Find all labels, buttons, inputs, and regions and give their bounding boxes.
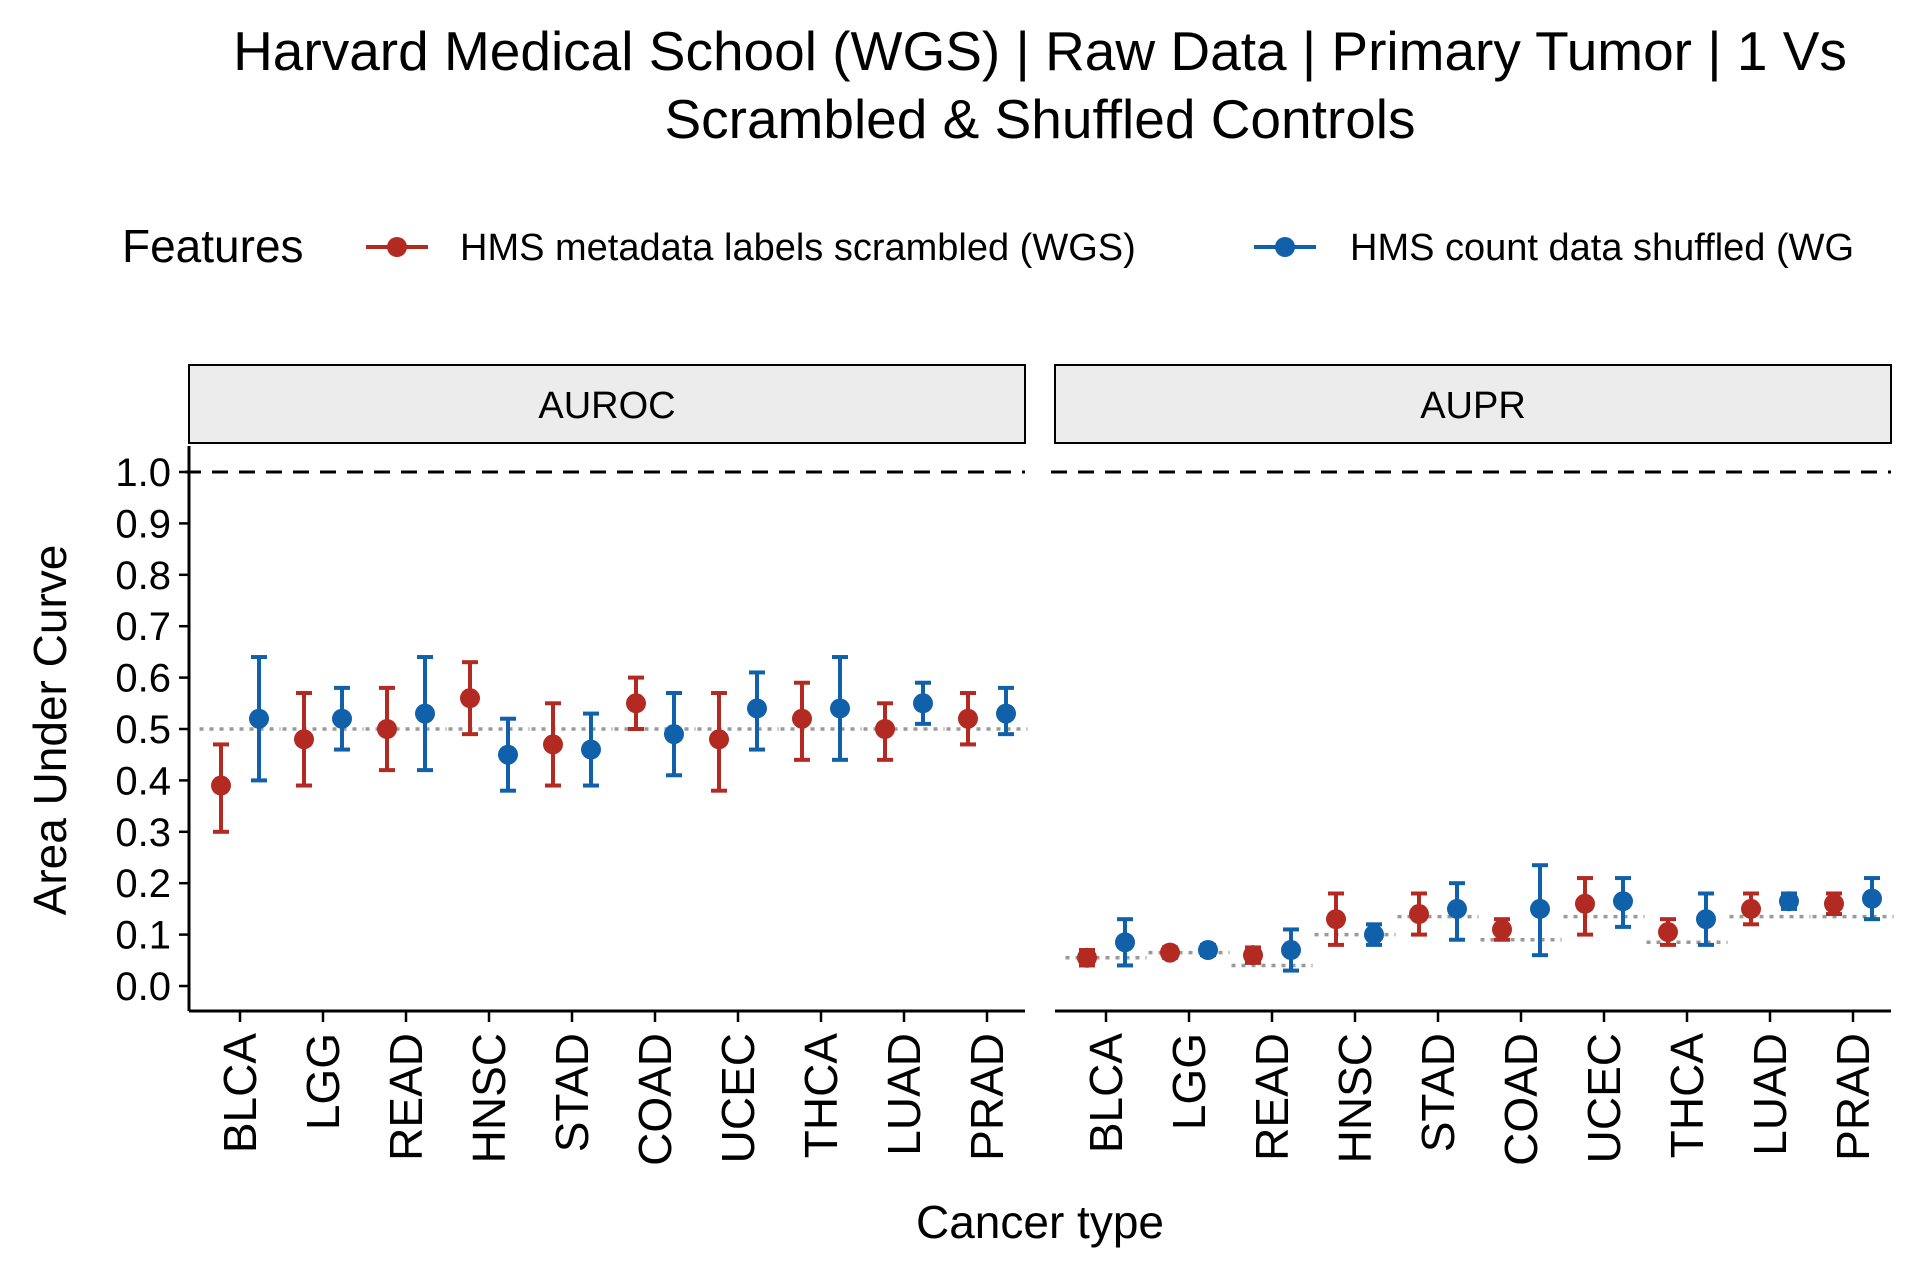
x-tick-label: THCA bbox=[1661, 1033, 1713, 1159]
data-point bbox=[294, 729, 314, 750]
legend-label-shuffled: HMS count data shuffled (WG bbox=[1350, 227, 1854, 269]
facet-strip-aupr-label: AUPR bbox=[1420, 385, 1526, 427]
data-point bbox=[1198, 940, 1218, 961]
data-point bbox=[792, 708, 812, 729]
data-point bbox=[1447, 898, 1467, 919]
x-tick-label: UCEC bbox=[1578, 1033, 1630, 1163]
data-point bbox=[875, 719, 895, 739]
legend-key-point-shuffled bbox=[1275, 237, 1295, 257]
y-tick-label: 0.5 bbox=[115, 708, 171, 752]
data-point bbox=[415, 703, 435, 724]
data-point bbox=[1326, 909, 1346, 930]
y-axis: 0.0 0.1 0.2 0.3 0.4 0.5 0.6 0.7 0.8 0.9 1.0 bbox=[115, 451, 189, 1009]
data-point bbox=[498, 744, 518, 765]
x-tick-label: READ bbox=[380, 1033, 432, 1161]
data-point bbox=[1243, 945, 1263, 966]
data-point bbox=[1409, 904, 1429, 925]
x-axis-title: Cancer type bbox=[916, 1196, 1164, 1248]
x-tick-label: PRAD bbox=[1827, 1033, 1879, 1161]
x-tick-label: PRAD bbox=[961, 1033, 1013, 1161]
facet-strip-auroc-label: AUROC bbox=[538, 385, 675, 427]
data-point bbox=[1492, 919, 1512, 940]
data-point bbox=[1160, 942, 1180, 963]
data-point bbox=[249, 708, 269, 729]
x-tick-label: LUAD bbox=[1744, 1033, 1796, 1156]
data-point bbox=[1575, 893, 1595, 914]
x-tick-label: THCA bbox=[795, 1033, 847, 1159]
data-point bbox=[1658, 922, 1678, 943]
panel-auroc: BLCA LGG READ HNSC STAD COAD UCEC THCA LUAD PRAD bbox=[185, 446, 1028, 1166]
data-point bbox=[1077, 947, 1097, 968]
y-tick-label: 0.8 bbox=[115, 554, 171, 598]
data-point bbox=[1281, 940, 1301, 961]
data-point bbox=[664, 724, 684, 745]
x-tick-label: LUAD bbox=[878, 1033, 930, 1156]
facet-strip-aupr: AUPR bbox=[1054, 364, 1892, 444]
data-point bbox=[958, 708, 978, 729]
y-tick-label: 0.0 bbox=[115, 965, 171, 1009]
legend-title: Features bbox=[122, 220, 304, 272]
data-point bbox=[581, 739, 601, 760]
legend-label-scrambled: HMS metadata labels scrambled (WGS) bbox=[460, 227, 1136, 269]
data-point bbox=[913, 693, 933, 714]
data-point bbox=[543, 734, 563, 755]
data-point bbox=[1862, 888, 1882, 909]
x-tick-label: COAD bbox=[1495, 1033, 1547, 1166]
x-tick-label: UCEC bbox=[712, 1033, 764, 1163]
data-point bbox=[1364, 924, 1384, 945]
y-tick-label: 1.0 bbox=[115, 451, 171, 495]
data-point bbox=[1824, 893, 1844, 914]
data-point bbox=[1613, 891, 1633, 912]
data-point bbox=[747, 698, 767, 719]
x-tick-label: BLCA bbox=[214, 1033, 266, 1153]
x-tick-label: HNSC bbox=[463, 1033, 515, 1163]
data-point bbox=[332, 708, 352, 729]
x-tick-label: BLCA bbox=[1080, 1033, 1132, 1153]
data-point bbox=[709, 729, 729, 750]
data-point bbox=[1696, 909, 1716, 930]
y-axis-title: Area Under Curve bbox=[24, 545, 76, 916]
x-tick-label: STAD bbox=[1412, 1033, 1464, 1152]
x-tick-label: LGG bbox=[1163, 1033, 1215, 1130]
x-tick-label: COAD bbox=[629, 1033, 681, 1166]
x-tick-label: READ bbox=[1246, 1033, 1298, 1161]
chart-title-line1: Harvard Medical School (WGS) | Raw Data … bbox=[233, 20, 1847, 82]
y-tick-label: 0.3 bbox=[115, 811, 171, 855]
y-tick-label: 0.4 bbox=[115, 759, 171, 803]
y-tick-label: 0.1 bbox=[115, 914, 171, 958]
data-point bbox=[211, 775, 231, 796]
data-point bbox=[996, 703, 1016, 724]
data-point bbox=[377, 719, 397, 739]
chart-title-line2: Scrambled & Shuffled Controls bbox=[664, 88, 1415, 150]
data-point bbox=[1115, 932, 1135, 953]
data-point bbox=[1530, 898, 1550, 919]
x-tick-label: HNSC bbox=[1329, 1033, 1381, 1163]
data-point bbox=[1779, 891, 1799, 912]
data-point bbox=[626, 693, 646, 714]
y-tick-label: 0.7 bbox=[115, 605, 171, 649]
facet-strip-auroc: AUROC bbox=[188, 364, 1026, 444]
legend: Features HMS metadata labels scrambled (… bbox=[122, 220, 1854, 272]
data-point bbox=[1741, 898, 1761, 919]
x-tick-label: STAD bbox=[546, 1033, 598, 1152]
data-point bbox=[830, 698, 850, 719]
y-tick-label: 0.6 bbox=[115, 657, 171, 701]
legend-key-point-scrambled bbox=[387, 237, 407, 257]
y-tick-label: 0.9 bbox=[115, 502, 171, 546]
y-tick-label: 0.2 bbox=[115, 862, 171, 906]
data-point bbox=[460, 688, 480, 709]
x-tick-label: LGG bbox=[297, 1033, 349, 1130]
panel-aupr: BLCA LGG READ HNSC STAD COAD UCEC THCA LUAD PRAD bbox=[1051, 470, 1894, 1166]
